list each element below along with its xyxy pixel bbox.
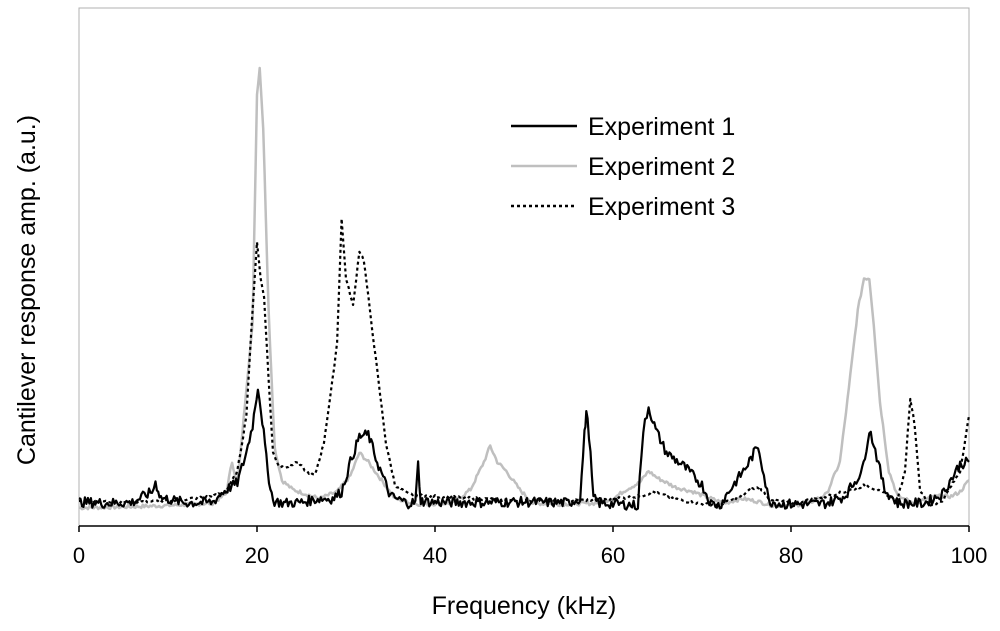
x-tick-label: 40 [423,543,447,568]
x-tick-label: 20 [245,543,269,568]
series-layer [78,66,971,511]
x-tick-label: 80 [779,543,803,568]
plot-area [78,7,970,527]
series-line-1 [78,388,970,511]
legend-label-2: Experiment 2 [588,153,735,181]
legend-label-3: Experiment 3 [588,193,735,221]
x-tick-label: 100 [951,543,988,568]
legend: Experiment 1 Experiment 2 Experiment 3 [511,113,735,221]
legend-label-1: Experiment 1 [588,113,735,141]
x-axis-ticks: 0 20 40 60 80 100 [73,526,987,568]
x-axis-title: Frequency (kHz) [432,592,617,620]
x-tick-label: 60 [601,543,625,568]
y-axis-title: Cantilever response amp. (a.u.) [13,115,41,465]
x-tick-label: 0 [73,543,85,568]
